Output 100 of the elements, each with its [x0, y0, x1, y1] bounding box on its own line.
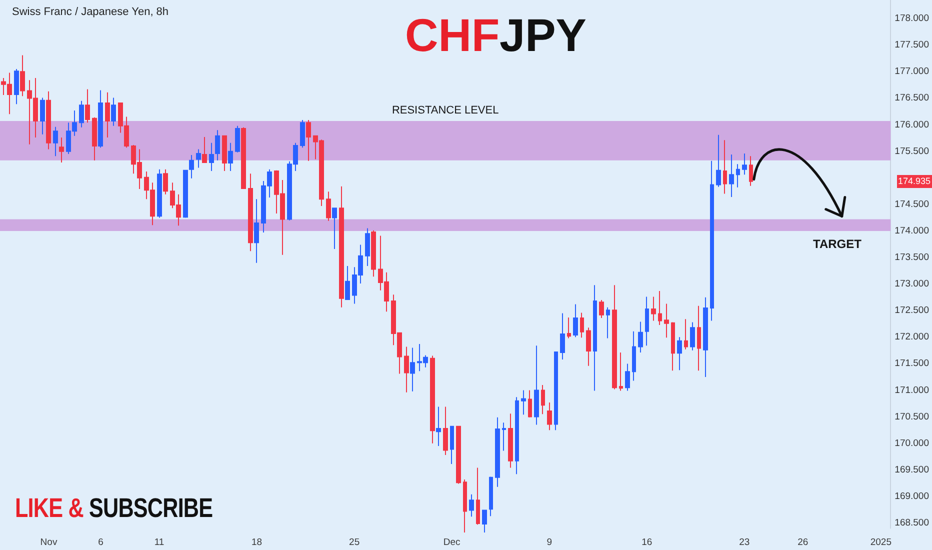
candlestick: [560, 312, 565, 360]
candlestick: [716, 134, 721, 188]
candlestick: [586, 327, 591, 366]
candlestick: [456, 425, 461, 484]
band-label: RESISTANCE LEVEL: [392, 104, 499, 117]
candlestick: [365, 228, 370, 267]
candlestick: [482, 509, 487, 534]
annotation: LIKE & SUBSCRIBE: [15, 493, 213, 523]
candlestick: [40, 97, 45, 135]
candlestick: [703, 296, 708, 378]
candlestick: [326, 191, 331, 222]
candlestick: [547, 402, 552, 431]
candlestick: [632, 330, 636, 382]
candlestick: [248, 173, 253, 252]
candlestick: [534, 345, 539, 426]
candlestick: [436, 406, 441, 446]
y-tick-label: 169.000: [894, 490, 930, 502]
candlestick: [209, 142, 214, 172]
candlestick: [20, 54, 25, 97]
y-tick-label: 176.500: [894, 92, 930, 104]
candlestick: [476, 467, 480, 526]
candlestick: [189, 154, 194, 179]
candlestick: [684, 318, 688, 350]
candlestick: [183, 169, 188, 218]
candlestick: [306, 119, 311, 162]
candlestick: [202, 136, 207, 164]
candlestick: [228, 142, 233, 172]
candlestick: [14, 68, 19, 105]
candlestick: [671, 322, 675, 372]
y-tick-label: 168.500: [894, 517, 930, 528]
candlestick: [463, 478, 467, 534]
y-tick-label: 173.000: [894, 278, 930, 290]
y-tick-label: 177.500: [894, 40, 930, 51]
x-tick-label: 16: [642, 536, 652, 548]
x-tick-label: Nov: [40, 536, 58, 548]
y-tick-label: 174.500: [894, 198, 930, 210]
candlestick: [339, 186, 344, 308]
candlestick: [742, 152, 747, 176]
candlestick: [625, 363, 630, 392]
candlestick: [612, 284, 617, 390]
candlestick: [599, 299, 604, 319]
candlestick: [111, 97, 116, 126]
chart-title: CHFJPY: [405, 9, 586, 61]
candlestick: [729, 154, 734, 198]
y-tick-label: 174.000: [894, 225, 930, 236]
candlestick: [222, 134, 227, 172]
candlestick: [502, 422, 506, 452]
candlestick: [567, 317, 571, 339]
candlestick: [593, 284, 597, 392]
band-label: TARGET: [812, 236, 862, 251]
candlestick: [450, 425, 454, 465]
candlestick: [736, 164, 740, 188]
candlestick: [658, 290, 662, 326]
candlestick: [508, 413, 513, 468]
candlestick: [489, 476, 493, 517]
y-tick-label: 172.500: [894, 305, 930, 316]
candlestick: [235, 125, 240, 153]
candlestick: [410, 347, 415, 392]
candlestick: [300, 119, 305, 148]
candlestick: [580, 312, 584, 338]
candlestick: [92, 116, 97, 161]
candlestick: [241, 126, 246, 190]
text: Swiss Franc / Japanese Yen, 8h: [12, 6, 169, 18]
candlestick: [79, 100, 84, 128]
text: 174.935: [897, 175, 932, 188]
candlestick: [443, 406, 448, 456]
candlestick: [723, 140, 727, 194]
candlestick: [749, 156, 753, 186]
candlestick: [53, 126, 58, 157]
candlestick: [196, 148, 201, 168]
x-tick-label: 2025: [870, 536, 892, 548]
x-tick-label: 9: [546, 536, 552, 548]
candlestick: [515, 396, 519, 475]
candlestick: [332, 207, 337, 250]
candlestick: [664, 303, 669, 338]
candlestick: [404, 346, 409, 393]
candlestick: [469, 494, 474, 518]
candlestick: [163, 168, 168, 195]
y-tick-label: 176.000: [894, 119, 930, 130]
candlestick: [541, 384, 545, 415]
candlestick: [638, 321, 643, 354]
candlestick: [573, 304, 578, 338]
candlestick: [345, 266, 350, 300]
y-tick-label: 173.500: [894, 252, 930, 264]
candlestick: [528, 390, 532, 418]
candlestick: [46, 90, 51, 150]
candlestick: [554, 350, 558, 431]
x-tick-label: Dec: [443, 536, 461, 548]
y-tick-label: 178.000: [894, 13, 930, 24]
y-tick-label: 175.500: [894, 146, 930, 157]
x-tick-label: 25: [349, 536, 360, 548]
y-tick-label: 170.000: [894, 438, 930, 449]
candlestick: [430, 355, 435, 444]
candlestick: [710, 160, 714, 322]
candlestick: [495, 416, 500, 488]
x-tick-label: 11: [154, 536, 164, 548]
x-tick-label: 23: [739, 536, 750, 548]
candlestick: [157, 168, 162, 218]
x-tick-label: 18: [252, 536, 262, 548]
y-tick-label: 171.500: [894, 358, 930, 370]
